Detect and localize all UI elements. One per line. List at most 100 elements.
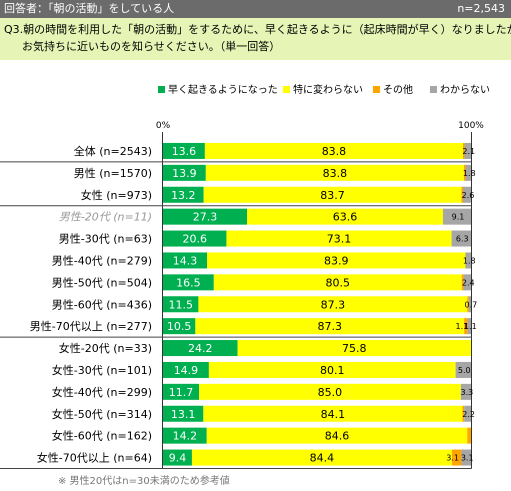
- data-label-row-13-series-1: 13.1: [171, 408, 196, 421]
- bar-row-12-series-2: [199, 383, 461, 400]
- bar-row-15-series-1: [163, 449, 192, 466]
- bar-row-15-series-2: [191, 449, 452, 466]
- category-label-row-2: 男性 (n=1570): [74, 166, 152, 180]
- category-label-row-13: 女性-50代 (n=314): [52, 407, 152, 421]
- data-label-row-7-series-4: 2.4: [462, 278, 475, 287]
- data-label-row-15-series-1: 9.4: [169, 452, 187, 465]
- bar-row-14-series-3: [467, 427, 471, 444]
- data-label-row-14-series-1: 14.2: [173, 430, 198, 443]
- data-label-row-9-series-4: 1.1: [464, 322, 477, 331]
- data-label-row-12-series-2: 85.0: [318, 386, 343, 399]
- bar-row-1-series-2: [204, 142, 463, 159]
- bar-row-11-series-4: [455, 361, 471, 378]
- question-box: Q3.朝の時間を利用した「朝の活動」をするために、早く起きるように（起床時間が早…: [0, 18, 511, 60]
- category-label-row-15: 女性-70代以上 (n=64): [37, 451, 152, 465]
- legend-label-4: わからない: [440, 84, 490, 96]
- data-label-row-9-series-1: 10.5: [167, 320, 192, 333]
- bar-row-4-series-2: [247, 208, 443, 225]
- bar-row-6-series-1: [163, 252, 208, 269]
- data-label-row-6-series-4: 1.8: [463, 256, 476, 265]
- data-label-row-15-series-3: 3.1: [446, 454, 459, 463]
- respondent-header: 回答者：「朝の活動」をしている人 n=2,543: [0, 0, 511, 18]
- data-label-row-4-series-1: 27.3: [193, 211, 218, 224]
- bar-row-9-series-2: [195, 318, 465, 335]
- bar-row-14-series-1: [163, 427, 207, 444]
- footnote: ※ 男性20代はn=30未満のため参考値: [58, 476, 230, 487]
- bar-row-5-series-1: [163, 230, 227, 247]
- bar-row-9-series-1: [163, 318, 196, 335]
- axis-tick-label-0: 0%: [156, 121, 171, 131]
- data-label-row-3-series-2: 83.7: [320, 189, 345, 202]
- data-label-row-5-series-4: 6.3: [456, 235, 469, 244]
- bar-row-1-series-3: [462, 142, 465, 159]
- data-label-row-13-series-2: 84.1: [321, 408, 346, 421]
- data-label-row-13-series-4: 2.2: [462, 410, 475, 419]
- data-label-row-15-series-4: 3.1: [461, 454, 474, 463]
- bar-row-15-series-3: [451, 449, 462, 466]
- data-label-row-1-series-2: 83.8: [322, 145, 347, 158]
- category-label-row-11: 女性-30代 (n=101): [52, 363, 152, 377]
- bar-row-8-series-3: [467, 296, 469, 313]
- category-label-row-5: 男性-30代 (n=63): [59, 232, 152, 246]
- bar-row-1-series-1: [163, 142, 205, 159]
- data-label-row-7-series-2: 80.5: [326, 276, 351, 289]
- bar-row-2-series-1: [163, 164, 206, 181]
- bar-row-2-series-2: [205, 164, 464, 181]
- data-label-row-15-series-2: 84.4: [310, 452, 335, 465]
- bar-row-7-series-2: [213, 274, 462, 291]
- category-label-row-3: 女性 (n=973): [81, 188, 152, 202]
- category-label-row-12: 女性-40代 (n=299): [52, 385, 152, 399]
- bar-row-15-series-4: [461, 449, 471, 466]
- bar-row-2-series-3: [463, 164, 466, 181]
- data-label-row-8-series-2: 87.3: [321, 298, 346, 311]
- data-label-row-10-series-2: 75.8: [342, 342, 367, 355]
- data-label-row-2-series-2: 83.8: [323, 167, 348, 180]
- bar-row-2-series-4: [465, 164, 471, 181]
- category-label-row-10: 女性-20代 (n=33): [59, 341, 152, 355]
- bar-row-14-series-2: [206, 427, 468, 444]
- bar-row-6-series-4: [465, 252, 471, 269]
- bar-row-13-series-4: [464, 405, 471, 422]
- legend-label-3: その他: [383, 83, 413, 96]
- legend-swatch-1: [158, 86, 165, 93]
- bar-row-4-series-1: [163, 208, 248, 225]
- data-label-row-7-series-1: 16.5: [176, 276, 201, 289]
- category-label-row-7: 男性-50代 (n=504): [52, 275, 152, 289]
- data-label-row-8-series-4: 0.7: [465, 300, 478, 309]
- data-label-row-5-series-1: 20.6: [182, 233, 207, 246]
- data-label-row-1-series-4: 2.1: [462, 147, 475, 156]
- data-label-row-5-series-2: 73.1: [327, 233, 352, 246]
- bar-row-13-series-2: [203, 405, 463, 422]
- data-label-row-6-series-1: 14.3: [173, 254, 198, 267]
- bar-row-3-series-2: [203, 186, 462, 203]
- category-label-row-6: 男性-40代 (n=279): [52, 253, 152, 267]
- data-label-row-4-series-4: 9.1: [452, 213, 465, 222]
- data-label-row-12-series-1: 11.7: [169, 386, 194, 399]
- data-label-row-1-series-1: 13.6: [172, 145, 197, 158]
- bar-row-13-series-3: [462, 405, 465, 422]
- data-label-row-14-series-2: 84.6: [325, 430, 350, 443]
- category-label-row-4: 男性-20代 (n=11): [59, 211, 152, 224]
- data-label-row-9-series-2: 87.3: [318, 320, 343, 333]
- data-label-row-3-series-4: 2.6: [462, 191, 475, 200]
- bar-row-6-series-2: [207, 252, 466, 269]
- bar-row-7-series-4: [463, 274, 471, 291]
- data-label-row-11-series-4: 5.0: [458, 366, 471, 375]
- data-label-row-11-series-1: 14.9: [174, 364, 199, 377]
- bar-row-9-series-3: [464, 318, 468, 335]
- category-label-row-1: 全体 (n=2543): [74, 144, 152, 158]
- category-label-row-8: 男性-60代 (n=436): [52, 297, 152, 311]
- bar-row-5-series-4: [451, 230, 471, 247]
- bar-row-3-series-3: [461, 186, 463, 203]
- respondent-label: 回答者：「朝の活動」をしている人: [4, 2, 175, 15]
- bar-row-8-series-4: [468, 296, 471, 313]
- bar-row-8-series-2: [198, 296, 468, 313]
- bar-row-3-series-4: [462, 186, 471, 203]
- axis-tick-label-100: 100%: [458, 121, 484, 131]
- legend-swatch-3: [373, 86, 380, 93]
- legend-label-2: 特に変わらない: [293, 83, 363, 96]
- data-label-row-2-series-1: 13.9: [172, 167, 197, 180]
- bar-row-9-series-4: [467, 318, 471, 335]
- data-label-row-6-series-2: 83.9: [324, 254, 349, 267]
- question-line-2: お気持ちに近いものを知らせください。（単一回答）: [22, 40, 281, 53]
